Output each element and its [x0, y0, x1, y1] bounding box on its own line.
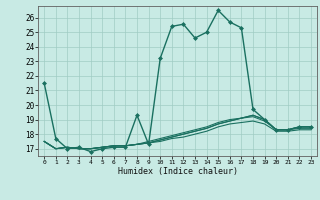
X-axis label: Humidex (Indice chaleur): Humidex (Indice chaleur)	[118, 167, 238, 176]
